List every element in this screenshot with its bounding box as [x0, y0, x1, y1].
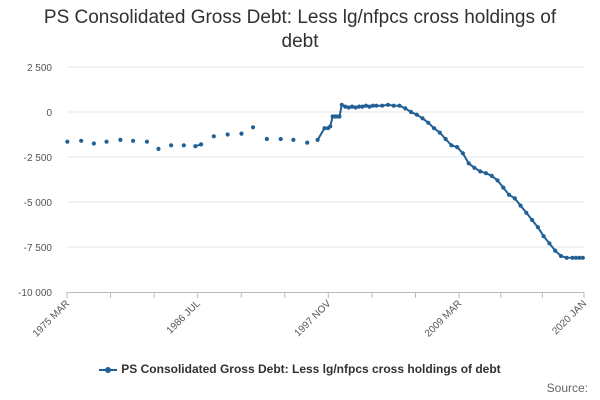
data-point	[460, 151, 466, 156]
data-point	[547, 241, 552, 246]
y-tick-label: 0	[46, 108, 52, 119]
data-point	[553, 248, 558, 253]
data-point	[211, 134, 216, 139]
data-point	[437, 130, 442, 135]
data-point	[291, 137, 296, 142]
data-point	[426, 120, 431, 125]
data-point	[535, 225, 540, 230]
data-point	[250, 125, 256, 130]
data-point	[156, 146, 161, 151]
data-point	[478, 169, 483, 174]
x-axis: 1975 MAR 1986 JUL 1997 NOV 2009 MAR 2020 JAN	[31, 292, 589, 340]
data-point	[431, 126, 437, 131]
y-tick-label: -10 000	[18, 288, 52, 299]
data-point	[339, 102, 344, 107]
chart-title: PS Consolidated Gross Debt: Less lg/nfpc…	[43, 7, 557, 52]
data-point	[570, 255, 575, 260]
data-point	[79, 138, 84, 143]
data-point	[443, 136, 448, 142]
data-point	[506, 192, 512, 197]
data-point	[181, 143, 186, 148]
data-point	[391, 103, 396, 108]
data-point	[408, 109, 414, 115]
data-point	[353, 105, 358, 110]
gridlines	[67, 66, 584, 248]
data-point	[420, 116, 425, 121]
data-point	[558, 253, 564, 259]
data-point	[363, 103, 369, 108]
data-point	[374, 103, 379, 108]
y-tick-label: -2 500	[24, 153, 53, 164]
data-point	[264, 136, 269, 142]
data-point	[541, 234, 546, 239]
data-point	[512, 196, 517, 201]
data-point	[360, 104, 365, 109]
y-tick-label: 2 500	[27, 63, 52, 74]
data-point	[130, 138, 136, 143]
y-tick-label: -7 500	[24, 243, 53, 254]
data-point	[501, 185, 506, 190]
legend-label: PS Consolidated Gross Debt: Less lg/nfpc…	[121, 362, 501, 376]
data-point	[455, 145, 460, 150]
data-point	[385, 102, 391, 107]
legend-marker-icon	[99, 365, 118, 375]
data-point	[65, 139, 70, 144]
data-point	[403, 106, 408, 111]
data-point	[397, 103, 402, 108]
data-point	[472, 165, 477, 170]
data-point	[144, 139, 150, 144]
data-point	[328, 124, 333, 129]
x-tick-label: 2009 MAR	[423, 298, 464, 339]
data-point	[573, 255, 579, 260]
data-point	[414, 112, 419, 117]
data-point	[564, 255, 569, 260]
data-point	[193, 144, 198, 149]
data-point	[337, 114, 342, 119]
x-tick-label: 1997 NOV	[293, 298, 334, 339]
data-point	[580, 255, 585, 260]
data-point	[346, 105, 351, 110]
data-point	[343, 104, 348, 109]
data-point	[315, 137, 320, 142]
y-axis-ticks: 2 500 0 -2 500 -5 000 -7 500 -10 000	[18, 63, 52, 299]
data-point	[239, 131, 244, 136]
data-point	[118, 137, 123, 142]
data-point	[530, 217, 535, 223]
data-point	[322, 126, 327, 131]
x-tick-label: 2020 JAN	[550, 298, 589, 337]
data-point	[518, 203, 523, 208]
x-tick-label: 1975 MAR	[31, 298, 72, 339]
data-point	[278, 136, 283, 142]
data-point	[370, 103, 376, 108]
data-point	[495, 178, 500, 183]
data-point	[225, 132, 230, 137]
data-point	[350, 104, 355, 109]
data-point	[91, 141, 96, 146]
data-point	[466, 161, 471, 166]
legend[interactable]: PS Consolidated Gross Debt: Less lg/nfpc…	[0, 362, 600, 376]
data-point	[380, 103, 385, 108]
data-point	[489, 173, 494, 178]
data-point	[449, 143, 454, 148]
data-point	[357, 104, 362, 109]
data-point	[367, 104, 372, 109]
x-tick-label: 1986 JUL	[165, 298, 203, 336]
series-line-segment	[316, 127, 326, 141]
data-point	[104, 139, 109, 144]
data-point	[524, 210, 529, 215]
source-label: Source:	[546, 381, 588, 395]
y-tick-label: -5 000	[24, 198, 53, 209]
series-group	[65, 102, 585, 260]
data-point	[577, 255, 582, 260]
data-point	[483, 171, 489, 176]
data-point	[169, 143, 174, 148]
data-point	[305, 140, 310, 145]
data-point	[199, 142, 204, 147]
